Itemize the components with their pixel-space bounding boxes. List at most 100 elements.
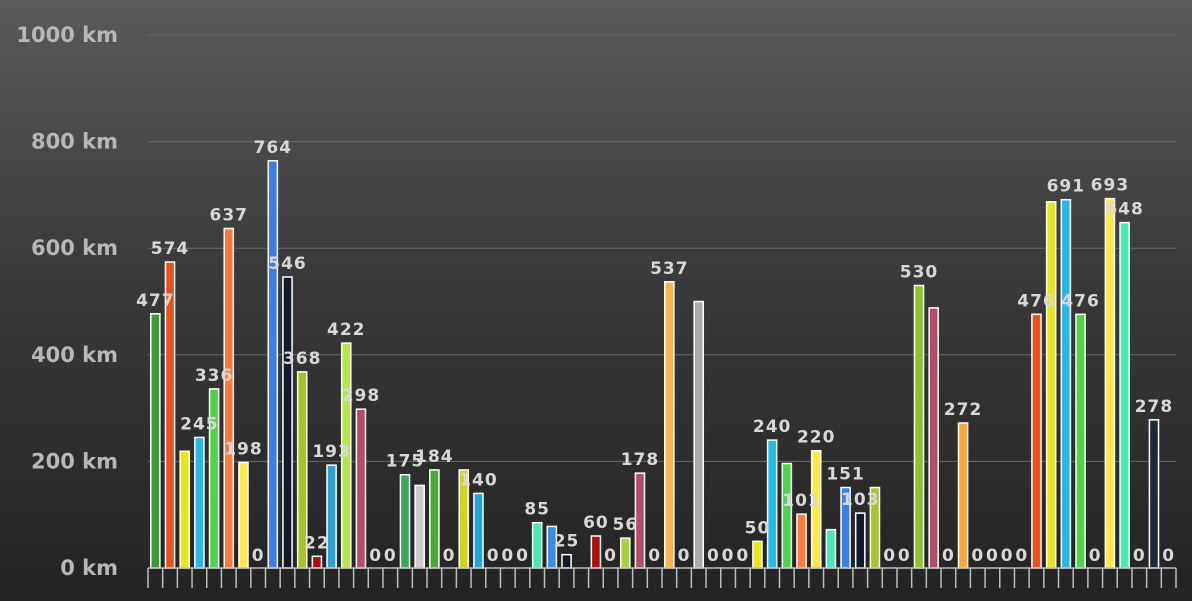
bar-value-label: 298 <box>342 386 381 406</box>
bar-value-label: 0 <box>487 546 500 566</box>
bar <box>1060 198 1072 569</box>
bar-value-label: 245 <box>180 414 219 434</box>
bar <box>267 160 279 569</box>
bar-value-label: 0 <box>1089 546 1102 566</box>
bar-value-label: 648 <box>1105 200 1144 220</box>
bar-value-label: 278 <box>1135 397 1174 417</box>
bar-value-label: 546 <box>268 254 307 274</box>
bar <box>796 513 807 569</box>
bar <box>825 528 837 569</box>
bar <box>1031 313 1042 569</box>
bar-value-label: 272 <box>944 400 983 420</box>
bar-value-label: 476 <box>1017 291 1056 311</box>
bar <box>913 284 925 569</box>
bar <box>429 469 440 569</box>
bar-value-label: 220 <box>797 428 836 448</box>
bar-value-label: 530 <box>900 263 939 283</box>
y-tick-label: 0 km <box>60 556 118 580</box>
bar-value-label: 368 <box>283 349 322 369</box>
bar-value-label: 0 <box>707 546 720 566</box>
bar-value-label: 0 <box>443 546 456 566</box>
y-tick-label: 400 km <box>31 343 118 367</box>
bar-value-label: 60 <box>583 513 609 533</box>
bar-value-label: 0 <box>898 546 911 566</box>
bar-value-label: 0 <box>369 546 382 566</box>
bar <box>619 537 631 569</box>
bar-value-label: 0 <box>1001 546 1014 566</box>
bar <box>957 422 969 569</box>
bar-value-label: 22 <box>304 533 330 553</box>
bar-value-label: 0 <box>736 546 749 566</box>
bar <box>1104 197 1116 569</box>
y-tick-label: 800 km <box>31 130 118 154</box>
bar-value-label: 0 <box>516 546 529 566</box>
bar-value-label: 178 <box>621 450 660 470</box>
bar-value-label: 85 <box>524 500 550 520</box>
bar-value-label: 151 <box>826 465 865 485</box>
bar-value-label: 0 <box>722 546 735 566</box>
bar-value-label: 0 <box>252 546 265 566</box>
bar <box>1075 313 1086 569</box>
gridlines <box>148 34 1176 462</box>
data-labels: 477 574 245 336 637 198 0 764 546 368 22 193 422 298 0… <box>136 138 1174 566</box>
bar-value-label: 198 <box>224 439 263 459</box>
bar-value-label: 476 <box>1061 291 1100 311</box>
bar <box>150 313 161 569</box>
bar <box>766 439 778 569</box>
bar-value-label: 193 <box>312 442 351 462</box>
y-tick-label: 200 km <box>31 449 118 473</box>
bar <box>179 450 191 569</box>
bar <box>223 227 235 569</box>
bar-value-label: 0 <box>384 546 397 566</box>
bar-value-label: 175 <box>386 452 425 472</box>
bar-value-label: 184 <box>415 447 454 467</box>
bar-value-label: 56 <box>612 515 638 535</box>
bar-value-label: 637 <box>210 205 249 225</box>
bar <box>693 300 705 569</box>
bar-value-label: 0 <box>501 546 514 566</box>
bar-value-label: 764 <box>254 138 293 158</box>
bar-value-label: 101 <box>782 491 821 511</box>
bar-value-label: 0 <box>1133 546 1146 566</box>
bar <box>752 540 763 569</box>
bar-value-label: 693 <box>1091 176 1130 196</box>
bar-value-label: 336 <box>195 366 234 386</box>
bar-value-label: 0 <box>648 546 661 566</box>
y-tick-label: 600 km <box>31 236 118 260</box>
bar <box>928 307 939 569</box>
y-axis-tick-labels: 0 km 200 km 400 km 600 km 800 km 1000 km <box>16 23 118 580</box>
bar <box>311 555 323 569</box>
bar-value-label: 422 <box>327 320 366 340</box>
bar-value-label: 103 <box>841 490 880 510</box>
bar <box>282 276 293 569</box>
bar <box>590 535 602 569</box>
bar-value-label: 0 <box>986 546 999 566</box>
bar <box>238 461 249 569</box>
bar-value-label: 477 <box>136 291 175 311</box>
bar <box>531 521 543 569</box>
bar <box>664 281 675 569</box>
bar-value-label: 0 <box>942 546 955 566</box>
bar <box>561 553 572 569</box>
x-axis <box>147 567 1177 588</box>
bar-value-label: 0 <box>971 546 984 566</box>
bars <box>150 160 1160 569</box>
bar <box>473 492 484 569</box>
bar-value-label: 240 <box>753 417 792 437</box>
bar-value-label: 0 <box>678 546 691 566</box>
bar <box>194 436 205 569</box>
bar-value-label: 0 <box>1015 546 1028 566</box>
bar-value-label: 0 <box>883 546 896 566</box>
bar-value-label: 537 <box>650 259 689 279</box>
y-tick-label: 1000 km <box>16 23 118 47</box>
bar <box>399 473 411 569</box>
bar-value-label: 574 <box>151 239 190 259</box>
bar-value-label: 50 <box>745 518 771 538</box>
bar-value-label: 0 <box>604 546 617 566</box>
bar-value-label: 691 <box>1047 177 1086 197</box>
bar <box>1119 221 1130 569</box>
bar <box>414 484 425 569</box>
bar-value-label: 25 <box>554 532 580 552</box>
bar <box>781 462 793 569</box>
